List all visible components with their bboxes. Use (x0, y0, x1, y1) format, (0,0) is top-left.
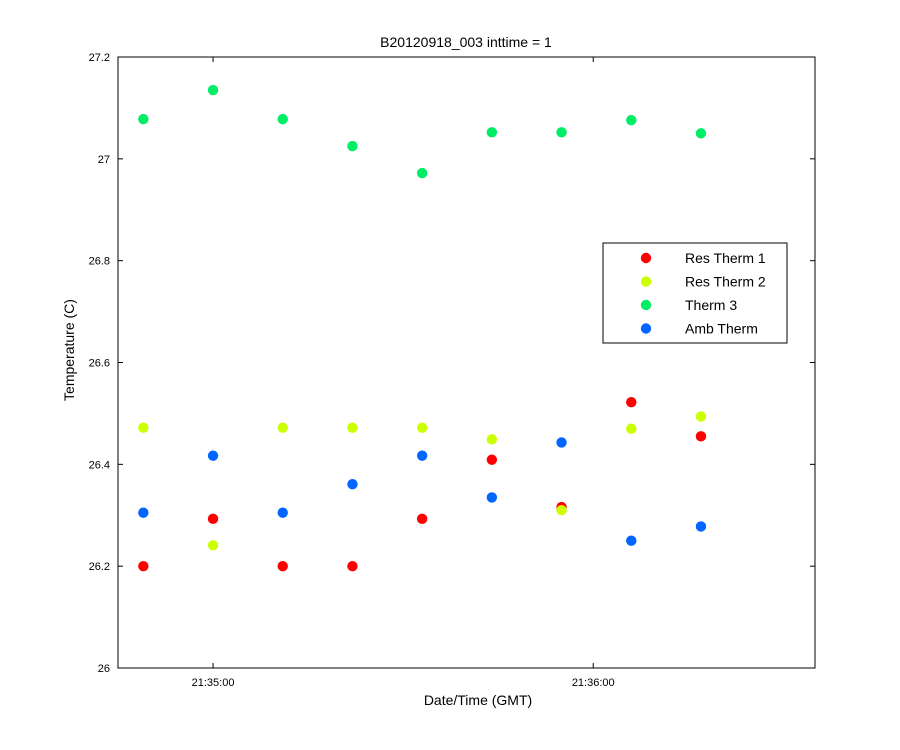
data-point (486, 127, 498, 138)
y-tick-label: 26.2 (89, 561, 110, 573)
series-therm-3 (138, 84, 707, 179)
data-point (416, 422, 428, 433)
data-point (556, 504, 567, 516)
data-point (695, 431, 707, 442)
plot-area: 26 26.2 26.4 26.6 26.8 27 27.2 21:35:00 21:36:0… (89, 52, 816, 689)
y-axis: 26 26.2 26.4 26.6 26.8 27 27.2 (89, 52, 815, 675)
data-point (626, 535, 637, 546)
legend-label: Therm 3 (685, 297, 737, 313)
data-point (277, 422, 288, 433)
chart-title: B20120918_003 inttime = 1 (380, 34, 552, 50)
data-point (626, 423, 637, 434)
data-point (207, 450, 219, 461)
y-tick-label: 27 (98, 154, 110, 166)
data-point (207, 84, 219, 96)
legend: Res Therm 1 Res Therm 2 Therm 3 Amb Therm (602, 242, 788, 344)
data-points (138, 84, 707, 572)
data-point (486, 492, 498, 503)
data-point (626, 114, 637, 126)
data-point (695, 128, 707, 139)
y-tick-label: 26.8 (89, 256, 110, 268)
y-tick-label: 26.6 (89, 358, 110, 370)
data-point (416, 167, 428, 179)
data-point (486, 454, 498, 465)
data-point (486, 434, 498, 445)
data-point (138, 507, 149, 518)
data-point (626, 397, 637, 408)
x-tick-label: 21:36:00 (572, 677, 615, 689)
legend-label: Amb Therm (685, 321, 758, 337)
legend-marker (640, 299, 652, 311)
data-point (207, 513, 219, 525)
data-point (277, 560, 288, 572)
series-res-therm-2 (138, 411, 707, 551)
data-point (347, 422, 358, 433)
data-point (347, 478, 358, 490)
x-axis-label: Date/Time (GMT) (424, 692, 532, 708)
data-point (347, 140, 358, 152)
data-point (556, 127, 567, 138)
data-point (207, 540, 219, 551)
legend-marker (640, 276, 652, 287)
data-point (138, 113, 149, 125)
data-point (416, 513, 428, 525)
data-point (347, 560, 358, 572)
series-res-therm-1 (138, 397, 707, 572)
plot-frame (117, 56, 816, 669)
y-axis-label: Temperature (C) (61, 299, 77, 401)
data-point (695, 521, 707, 532)
data-point (138, 422, 149, 433)
x-axis: 21:35:00 21:36:00 (192, 57, 615, 689)
x-tick-label: 21:35:00 (192, 677, 235, 689)
data-point (556, 437, 567, 448)
legend-box (602, 242, 788, 344)
y-tick-label: 26 (98, 663, 110, 675)
legend-label: Res Therm 1 (685, 250, 766, 266)
y-tick-label: 27.2 (89, 52, 110, 64)
legend-marker (640, 323, 652, 334)
data-point (138, 560, 149, 572)
y-tick-label: 26.4 (89, 459, 110, 471)
legend-label: Res Therm 2 (685, 274, 766, 290)
series-amb-therm (138, 437, 707, 546)
data-point (277, 113, 288, 125)
data-point (277, 507, 288, 518)
legend-marker (640, 252, 652, 264)
data-point (695, 411, 707, 422)
data-point (416, 450, 428, 461)
